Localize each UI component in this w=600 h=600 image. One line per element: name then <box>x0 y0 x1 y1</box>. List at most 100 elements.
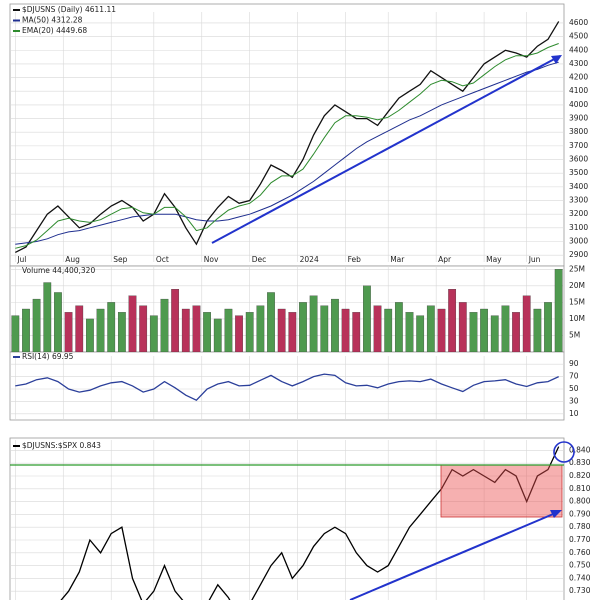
x-tick-label: 2024 <box>300 255 319 264</box>
volume-bar <box>363 285 371 352</box>
volume-bar <box>32 298 41 352</box>
volume-bar <box>394 302 403 352</box>
volume-bar <box>544 302 552 352</box>
y-tick-label: 0.760 <box>569 548 591 557</box>
volume-bar <box>203 312 211 352</box>
y-tick-label: 3000 <box>569 237 588 246</box>
series-line <box>15 61 559 245</box>
volume-bar <box>331 298 339 352</box>
y-tick-label: 4500 <box>569 32 588 41</box>
y-tick-label: 50 <box>569 384 579 393</box>
volume-bar <box>288 312 297 352</box>
panel-plot <box>10 356 564 420</box>
x-tick-label: May <box>486 255 502 264</box>
volume-bar <box>277 308 286 352</box>
volume-bar <box>426 305 435 352</box>
volume-bar <box>512 312 520 352</box>
legend-label: EMA(20) 4449.68 <box>22 26 87 35</box>
y-tick-label: 3700 <box>569 141 588 150</box>
volume-bar <box>171 289 180 352</box>
y-tick-label: 70 <box>569 372 579 381</box>
volume-bar <box>405 312 414 352</box>
y-tick-label: 0.800 <box>569 497 591 506</box>
volume-bar <box>64 312 73 352</box>
y-tick-label: 5M <box>569 330 580 339</box>
volume-bar <box>181 308 190 352</box>
volume-bar <box>469 312 478 352</box>
y-tick-label: 3600 <box>569 155 588 164</box>
y-tick-label: 3800 <box>569 127 588 136</box>
y-tick-label: 4100 <box>569 86 588 95</box>
volume-bar <box>416 315 425 352</box>
y-tick-label: 4200 <box>569 73 588 82</box>
volume-bar <box>224 308 233 352</box>
panel-plot <box>10 440 564 600</box>
y-tick-label: 3300 <box>569 196 588 205</box>
y-tick-label: 15M <box>569 297 585 306</box>
volume-bar <box>160 298 169 352</box>
y-tick-label: 4000 <box>569 100 588 109</box>
y-tick-label: 30 <box>569 396 579 405</box>
volume-bar <box>235 315 243 352</box>
volume-bar <box>267 292 275 352</box>
x-tick-label: Sep <box>113 255 127 264</box>
x-tick-label: Aug <box>65 255 80 264</box>
volume-bar <box>192 305 201 352</box>
volume-bar <box>554 269 563 352</box>
volume-bar <box>107 302 116 352</box>
volume-bar <box>501 305 510 352</box>
y-tick-label: 0.730 <box>569 586 591 595</box>
volume-bar <box>480 308 488 352</box>
arrow-head <box>550 510 562 518</box>
trend-arrow <box>349 511 559 600</box>
y-tick-label: 0.810 <box>569 484 591 493</box>
volume-bar <box>54 292 62 352</box>
y-tick-label: 2900 <box>569 250 588 259</box>
volume-bar <box>75 305 84 352</box>
trend-arrow <box>211 55 561 244</box>
y-tick-label: 4600 <box>569 18 588 27</box>
volume-bar <box>149 315 158 352</box>
volume-bar <box>139 305 148 352</box>
volume-bar <box>522 295 531 352</box>
volume-bar <box>117 312 126 352</box>
x-tick-label: Dec <box>252 255 267 264</box>
x-tick-label: Feb <box>348 255 362 264</box>
y-tick-label: 10 <box>569 409 579 418</box>
legend-label: MA(50) 4312.28 <box>22 16 83 25</box>
x-tick-label: Nov <box>204 255 219 264</box>
volume-bar <box>256 305 265 352</box>
y-tick-label: 25M <box>569 264 585 273</box>
volume-bar <box>533 308 542 352</box>
volume-bar <box>352 312 361 352</box>
y-tick-label: 0.790 <box>569 509 591 518</box>
x-tick-label: Jul <box>16 255 26 264</box>
volume-bar <box>448 289 457 352</box>
volume-bar <box>490 315 499 352</box>
series-line <box>15 373 559 401</box>
volume-bar <box>22 308 30 352</box>
volume-bar <box>86 318 94 352</box>
highlight-box <box>440 464 563 518</box>
volume-bar <box>458 302 467 352</box>
volume-bar <box>299 302 307 352</box>
volume-bar <box>128 295 137 352</box>
y-tick-label: 0.740 <box>569 573 591 582</box>
legend-label: RSI(14) 69.95 <box>22 352 74 361</box>
y-tick-label: 3200 <box>569 209 588 218</box>
y-tick-label: 0.830 <box>569 458 591 467</box>
y-tick-label: 90 <box>569 359 579 368</box>
annotations <box>10 55 575 600</box>
volume-bar <box>43 282 52 352</box>
ratio-panel <box>9 437 565 600</box>
y-tick-label: 0.770 <box>569 535 591 544</box>
y-tick-label: 0.840 <box>569 445 591 454</box>
series-line <box>15 43 559 249</box>
volume-bar <box>437 308 446 352</box>
x-tick-label: Oct <box>156 255 169 264</box>
panel-plot <box>10 266 564 352</box>
series-line <box>60 446 560 600</box>
x-tick-label: Jun <box>528 255 541 264</box>
volume-bar <box>213 318 222 352</box>
y-tick-label: 0.820 <box>569 471 591 480</box>
